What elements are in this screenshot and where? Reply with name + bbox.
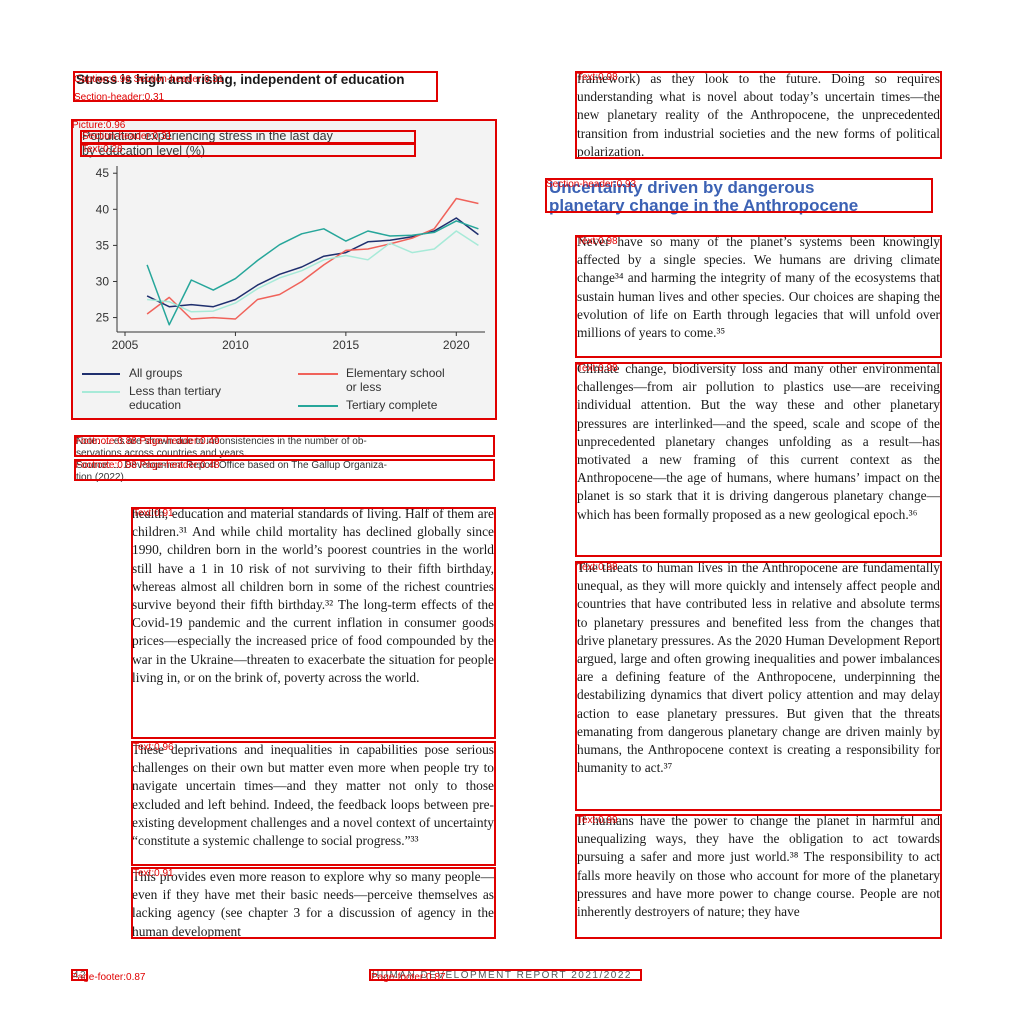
detection-label-footer-2: Page-footer:0.87 — [371, 972, 446, 983]
detection-box-note — [74, 435, 495, 457]
detection-box-left-text-1 — [131, 507, 496, 739]
right-paragraph-4: If humans have the power to change the p… — [577, 813, 940, 920]
right-paragraph-2: Climate change, biodiversity loss and ma… — [577, 361, 940, 522]
figure-source-line2: tion (2022). — [76, 471, 127, 483]
detection-label-right-text-4: Text:0.99 — [577, 815, 618, 826]
detection-label-subtitle-1: Section-header:0.31 — [82, 131, 173, 142]
detection-label-right-text-2: Text:0.98 — [577, 363, 618, 374]
section-heading: Uncertainty driven by dangerous planetar… — [549, 179, 933, 215]
right-paragraph-1: Never have so many of the planet’s syste… — [577, 234, 940, 341]
detection-label-right-text-1: Text:0.98 — [577, 236, 618, 247]
detection-label-left-text-1: Text:0.91 — [133, 508, 174, 519]
detection-label-right-text-3: Text:0.98 — [577, 562, 618, 573]
detection-label-caption-2: Section-header:0.31 — [74, 92, 165, 103]
x-tick-label: 2020 — [443, 338, 470, 352]
figure-title-text: Stress is high and rising, independent o… — [76, 72, 405, 87]
detection-label-left-text-2: Text:0.96 — [133, 742, 174, 753]
detection-box-right-text-4 — [575, 814, 942, 939]
detection-box-footer-2 — [369, 969, 642, 981]
figure-note-line2: servations across countries and years. — [76, 447, 247, 459]
legend-swatch-less-tertiary — [82, 391, 120, 393]
detection-label-note: Footnote:0.88 Page-header:0.49 — [75, 436, 220, 447]
legend-label-less-tertiary-2: education — [129, 398, 182, 412]
detection-box-section-header — [545, 178, 933, 213]
page-number: 42 — [73, 970, 88, 981]
detection-box-right-text-2 — [575, 362, 942, 557]
y-tick-label: 30 — [96, 274, 110, 288]
legend-label-tertiary: Tertiary complete — [346, 398, 438, 412]
chart-panel — [73, 120, 495, 418]
figure-source-line1: Source: ... Development Report Office ba… — [76, 460, 387, 471]
detection-label-right-text-0: Text:0.98 — [577, 72, 618, 83]
y-tick-label: 35 — [96, 238, 110, 252]
detection-box-caption — [73, 71, 438, 102]
detection-box-footer-1 — [71, 969, 88, 981]
chart-legend: All groups Less than tertiary education … — [80, 366, 490, 416]
detection-label-picture: Picture:0.96 — [72, 120, 126, 131]
series-line-less-than-tertiary-education — [147, 230, 479, 313]
legend-label-all: All groups — [129, 366, 183, 380]
figure-title: Stress is high and rising, independent o… — [76, 72, 438, 88]
left-paragraph-2: These deprivations and inequalities in c… — [132, 742, 494, 849]
chart-subtitle: Population experiencing stress in the la… — [82, 129, 333, 159]
y-tick-label: 40 — [96, 202, 110, 216]
legend-swatch-elementary — [298, 373, 338, 375]
right-paragraph-0: framework) as they look to the future. D… — [577, 71, 940, 159]
legend-label-elementary: Elementary school — [346, 366, 445, 380]
y-tick-label: 25 — [96, 311, 110, 325]
x-tick-label: 2010 — [222, 338, 249, 352]
detection-box-left-text-2 — [131, 741, 496, 866]
detection-box-source — [74, 459, 495, 481]
running-footer: HUMAN DEVELOPMENT REPORT 2021/2022 — [372, 970, 632, 981]
detection-label-section-header: Section-header:0.93 — [546, 179, 637, 190]
legend-swatch-all — [82, 373, 120, 375]
legend-label-elementary-2: or less — [346, 380, 382, 394]
left-paragraph-3: This provides even more reason to explor… — [132, 869, 494, 939]
legend-swatch-tertiary — [298, 405, 338, 407]
right-paragraph-3: The threats to human lives in the Anthro… — [577, 560, 940, 776]
detection-box-right-text-0 — [575, 71, 942, 159]
chart-subtitle-line1: Population experiencing stress in the la… — [82, 129, 333, 143]
line-chart: 25 30 35 40 45 2005 2010 2015 2020 — [96, 166, 485, 352]
y-tick-label: 45 — [96, 166, 110, 180]
figure-note-line1: Note: ... es are shown due to inconsiste… — [76, 436, 367, 447]
detection-box-picture — [71, 119, 497, 420]
detection-box-left-text-3 — [131, 867, 496, 939]
detection-label-left-text-3: Text:0.91 — [133, 868, 174, 879]
figure-source: Source: ... Development Report Office ba… — [76, 460, 494, 483]
legend-label-less-tertiary: Less than tertiary — [129, 384, 222, 398]
detection-label-caption: Caption:0.96 Section-header:0.31 — [74, 74, 224, 85]
detection-box-right-text-3 — [575, 561, 942, 811]
section-heading-line2: planetary change in the Anthropocene — [549, 196, 859, 215]
series-line-tertiary-complete — [146, 220, 479, 326]
x-tick-label: 2015 — [333, 338, 360, 352]
detection-box-subtitle-2 — [80, 143, 416, 157]
figure-note: Note: ... es are shown due to inconsiste… — [76, 436, 494, 459]
x-tick-label: 2005 — [112, 338, 139, 352]
detection-box-right-text-1 — [575, 235, 942, 358]
detection-label-subtitle-2: Text:0.28 — [82, 144, 123, 155]
chart-subtitle-line2: by education level (%) — [82, 144, 205, 158]
left-paragraph-1: health, education and material standards… — [132, 506, 494, 685]
detection-label-source: Footnote:0.88 Page-header:0.48 — [75, 460, 220, 471]
section-heading-line1: Uncertainty driven by dangerous — [549, 178, 815, 197]
detection-label-footer-1: Page-footer:0.87 — [71, 972, 146, 983]
